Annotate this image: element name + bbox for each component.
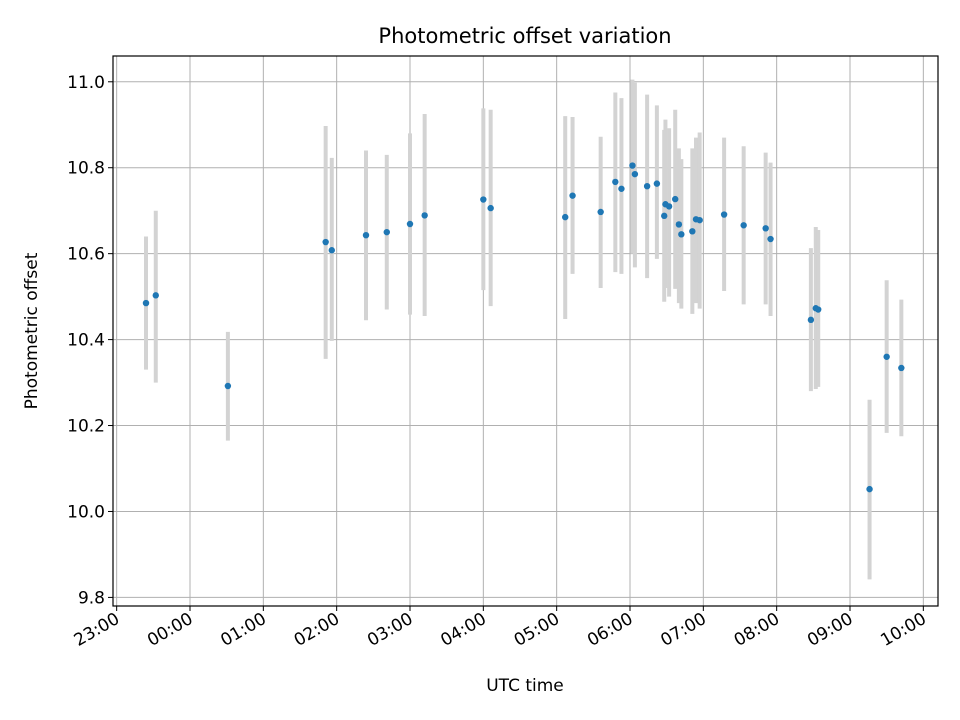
data-point [142,299,150,307]
data-point [672,195,679,203]
data-point [562,213,569,221]
y-tick-label: 9.8 [78,588,105,608]
y-tick-label: 11.0 [67,73,105,93]
data-point [898,364,905,372]
data-point [224,382,232,390]
data-point [480,196,487,203]
y-tick-label: 10.0 [67,502,105,522]
data-point [569,192,576,199]
data-point [362,231,370,239]
data-point [612,178,619,186]
data-point [696,216,703,224]
data-point [767,235,774,243]
grid-layer [113,56,938,606]
data-point [328,247,335,254]
data-point [678,231,685,238]
data-point [383,228,390,236]
data-point [807,316,815,324]
y-tick-label: 10.6 [67,245,105,265]
data-point [629,162,636,169]
data-point [618,185,625,192]
data-point [653,180,661,187]
data-point [720,211,728,218]
y-tick-label: 10.2 [67,417,105,437]
data-point [665,203,673,210]
y-tick-label: 10.4 [67,331,105,351]
data-point [675,221,683,228]
data-point [406,220,414,228]
point-layer [142,162,905,493]
chart-title: Photometric offset variation [378,24,671,48]
data-point [661,212,668,220]
data-point [487,204,494,212]
data-point [762,225,769,232]
data-point [815,306,822,313]
data-point [322,238,329,246]
data-point [421,212,428,219]
plot-frame [112,55,939,607]
x-axis-label: UTC time [486,676,564,696]
y-tick-label: 10.8 [67,159,105,179]
data-point [689,228,696,235]
data-point [740,222,747,229]
data-point [643,182,651,190]
data-point [631,170,639,178]
data-point [152,292,159,299]
data-point [866,485,873,493]
data-point [883,353,890,360]
y-axis-label: Photometric offset [22,252,42,409]
data-point [597,208,604,216]
